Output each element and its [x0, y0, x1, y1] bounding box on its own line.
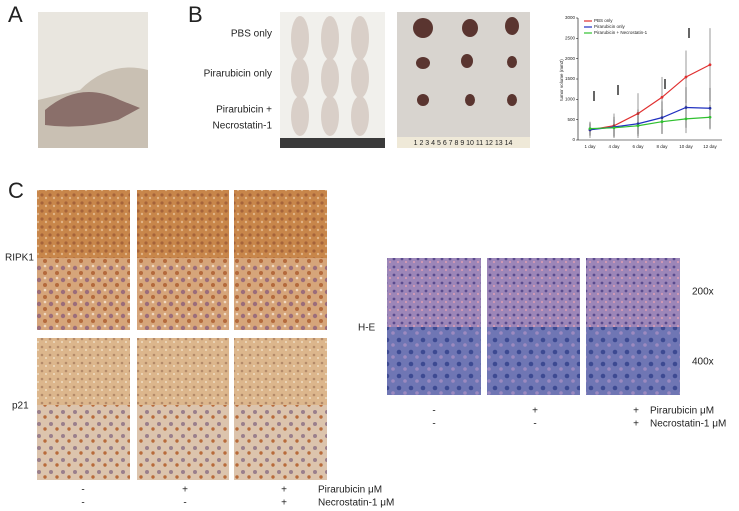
treatment-sign: -: [183, 498, 186, 509]
treatment-sign: +: [633, 419, 639, 430]
x-tick-label: 12 day: [703, 144, 717, 149]
ihc-images: [37, 190, 327, 480]
y-tick-label: 1000: [565, 97, 576, 102]
panel-label: C: [8, 178, 24, 203]
x-tick-label: 8 day: [656, 144, 668, 149]
point: [660, 120, 664, 124]
magnification: 400x: [692, 357, 714, 368]
panel-label: B: [188, 2, 203, 27]
legend-label: Pirarubicin + Necrostatin-1: [594, 30, 648, 35]
legend-label: PBS only: [594, 18, 613, 23]
ruler: [280, 138, 385, 148]
legend-label: Pirarubicin only: [594, 24, 626, 29]
y-tick-label: 3000: [565, 15, 576, 20]
treatment-sign: -: [81, 498, 84, 509]
treatment-sign: -: [432, 406, 435, 417]
y-axis-label: tumor volume (mm3): [559, 59, 564, 101]
row-label: Necrostatin-1: [213, 121, 273, 132]
he-images: [387, 258, 680, 395]
point: [636, 124, 640, 128]
series-line: [589, 116, 711, 130]
treatment-sign: +: [532, 406, 538, 417]
ruler: [397, 137, 530, 148]
treatment-sign: +: [633, 406, 639, 417]
y-tick-label: 2000: [565, 56, 576, 61]
x-tick-label: 6 day: [632, 144, 644, 149]
treatment-sign: +: [281, 498, 287, 509]
treatment-sign: -: [81, 485, 84, 496]
y-tick-label: 1500: [565, 76, 576, 81]
y-tick-label: 2500: [565, 36, 576, 41]
magnification: 200x: [692, 287, 714, 298]
y-tick-label: 0: [572, 137, 575, 142]
stain-label: p21: [12, 401, 29, 412]
treatment-sign: -: [533, 419, 536, 430]
treatment-label: Pirarubicin μM: [318, 485, 382, 496]
stain-label: RIPK1: [5, 253, 34, 264]
series-line: [589, 64, 711, 131]
mice: [291, 16, 369, 136]
row-label: Pirarubicin +: [216, 105, 272, 116]
point: [660, 95, 664, 99]
treatment-label: Necrostatin-1 μM: [318, 498, 394, 509]
treatment-label: Necrostatin-1 μM: [650, 419, 726, 430]
point: [708, 115, 712, 119]
x-tick-label: 10 day: [679, 144, 693, 149]
y-tick-label: 500: [567, 117, 575, 122]
row-label: Pirarubicin only: [204, 69, 272, 80]
point: [684, 117, 688, 121]
stain-label: H-E: [358, 323, 376, 334]
treatment-sign: +: [182, 485, 188, 496]
point: [588, 127, 592, 131]
mouse: [45, 92, 140, 127]
treatment-sign: +: [281, 485, 287, 496]
row-label: PBS only: [231, 29, 272, 40]
tumors: [413, 17, 519, 106]
treatment-sign: -: [432, 419, 435, 430]
point: [612, 126, 616, 130]
glove: [38, 12, 148, 100]
x-tick-label: 4 day: [608, 144, 620, 149]
point: [684, 75, 688, 79]
ruler-numbers: 1 2 3 4 5 6 7 8 9 10 11 12 13 14: [414, 140, 513, 147]
point: [708, 63, 712, 67]
panel-label: A: [8, 2, 23, 27]
treatment-label: Pirarubicin μM: [650, 406, 714, 417]
x-tick-label: 1 day: [584, 144, 596, 149]
arrows: [593, 28, 690, 101]
